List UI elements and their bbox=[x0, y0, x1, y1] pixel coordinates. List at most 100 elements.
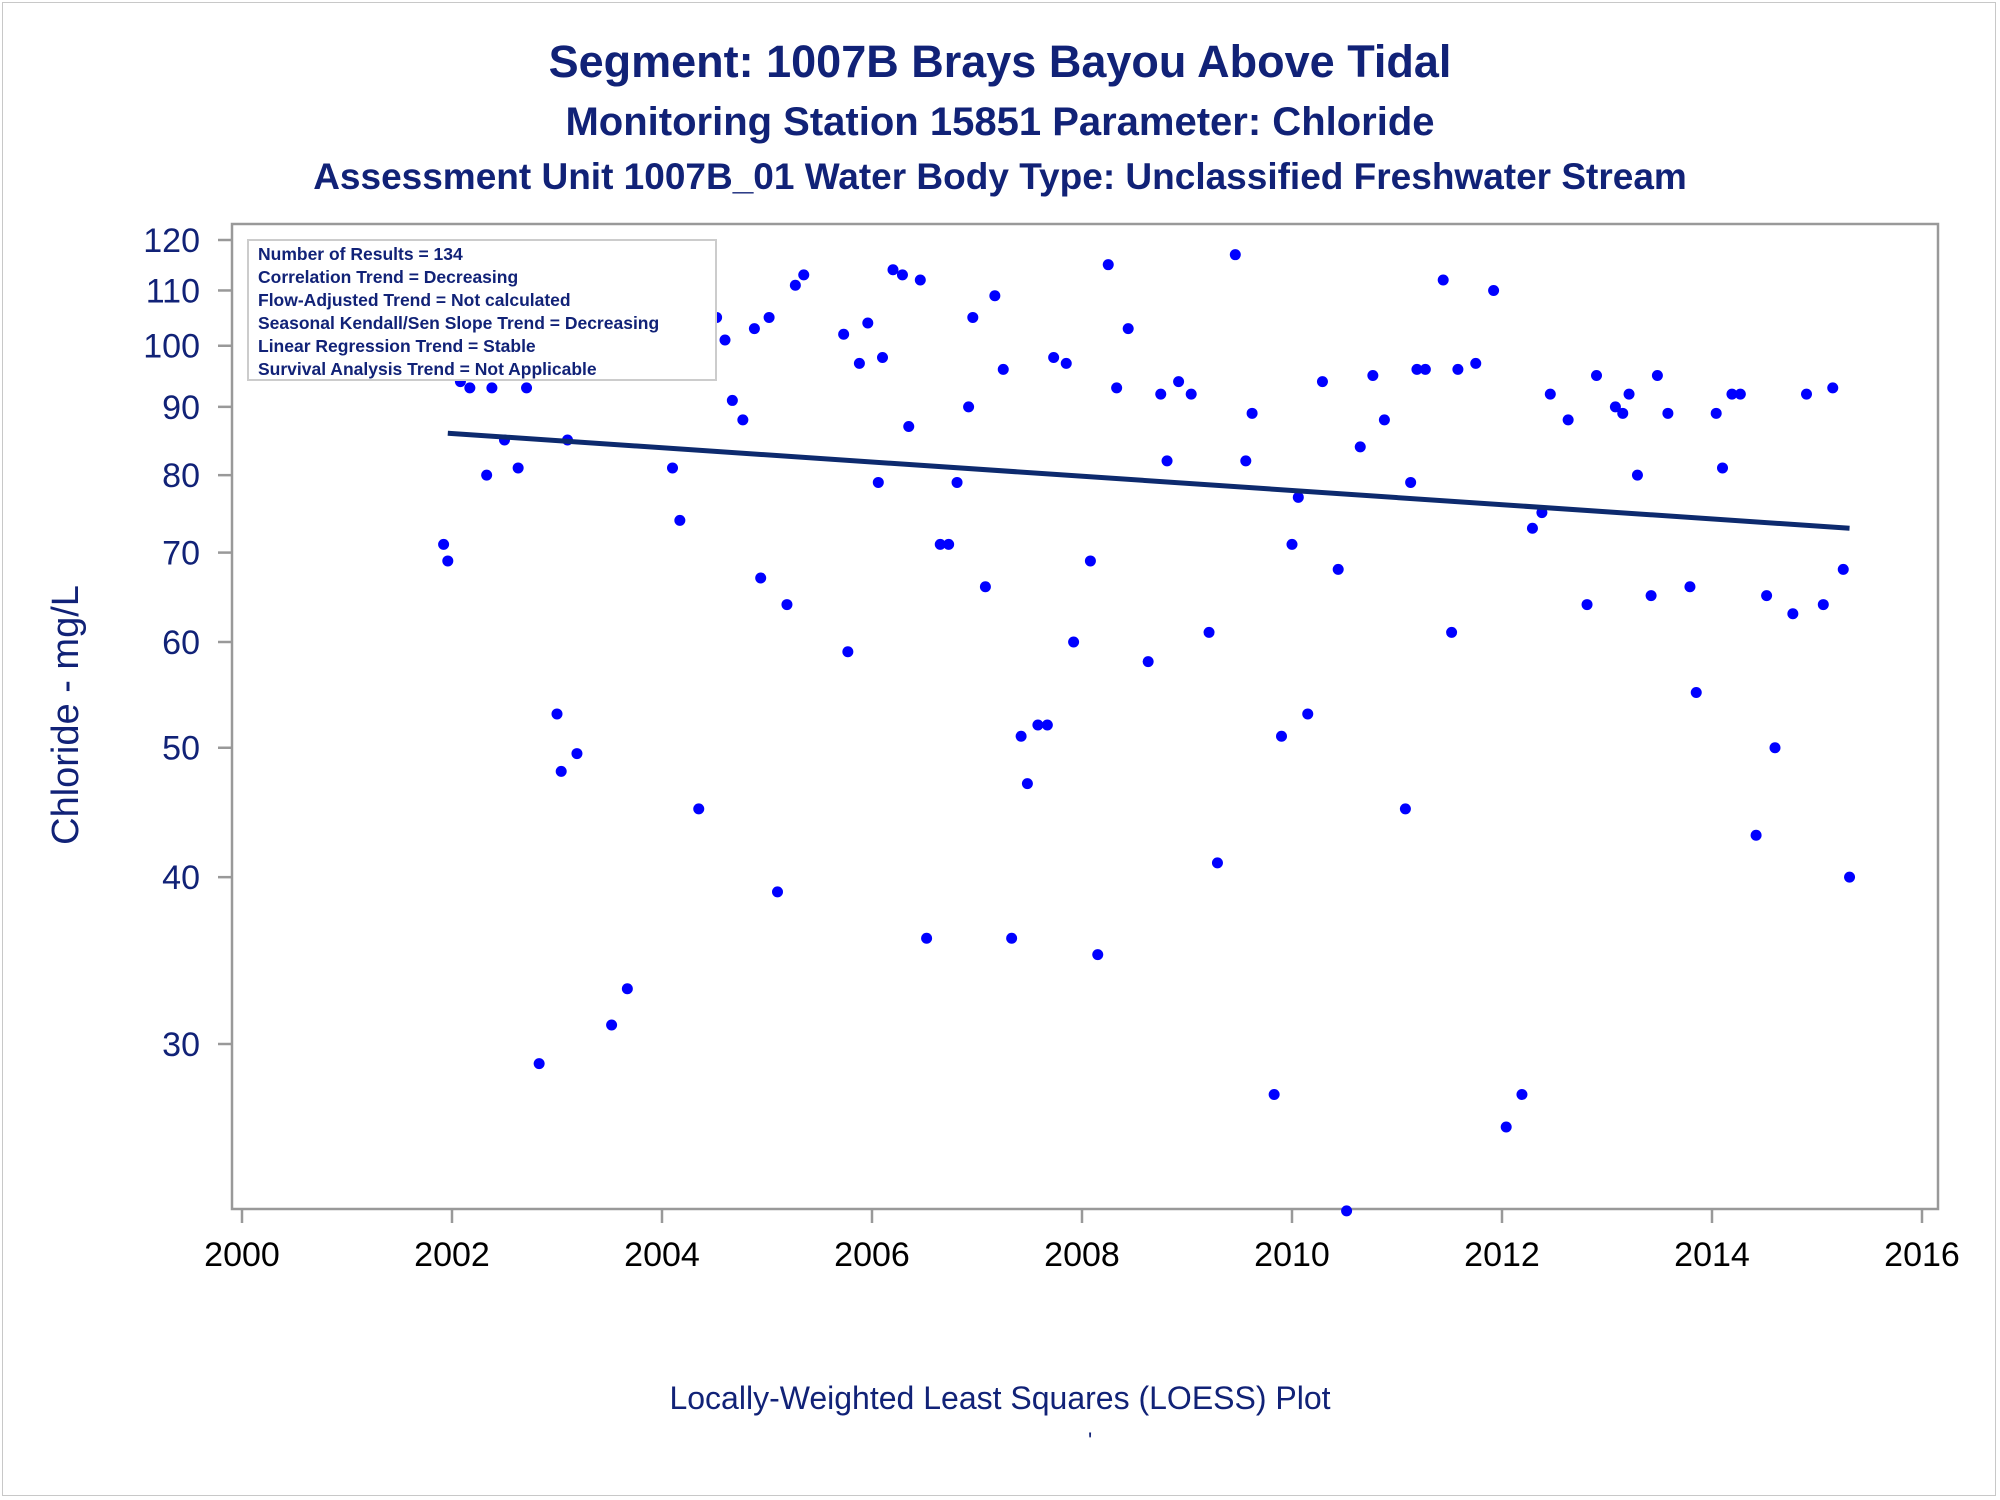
data-point bbox=[1041, 719, 1053, 731]
y-tick-label: 30 bbox=[162, 1026, 200, 1064]
data-point bbox=[571, 748, 583, 760]
data-point bbox=[1060, 357, 1072, 369]
data-point bbox=[737, 414, 749, 426]
x-tick-label: 2010 bbox=[1254, 1236, 1330, 1274]
data-point bbox=[1710, 407, 1722, 419]
data-point bbox=[533, 1058, 545, 1070]
data-point bbox=[1048, 351, 1060, 363]
data-point bbox=[1609, 401, 1621, 413]
data-points bbox=[438, 249, 1856, 1217]
data-point bbox=[1544, 388, 1556, 400]
data-point bbox=[1562, 414, 1574, 426]
data-point bbox=[1032, 719, 1044, 731]
data-point bbox=[1173, 376, 1185, 388]
data-point bbox=[486, 382, 498, 394]
data-point bbox=[1617, 407, 1629, 419]
x-tick-label: 2014 bbox=[1674, 1236, 1750, 1274]
data-point bbox=[798, 269, 810, 281]
data-point bbox=[1452, 363, 1464, 375]
stat-correlation-trend: Correlation Trend = Decreasing bbox=[258, 267, 518, 287]
data-point bbox=[1354, 441, 1366, 453]
y-tick-label: 120 bbox=[143, 222, 200, 260]
data-point bbox=[1155, 388, 1167, 400]
data-point bbox=[1378, 414, 1390, 426]
data-point bbox=[1488, 284, 1500, 296]
data-point bbox=[789, 279, 801, 291]
data-point bbox=[1684, 581, 1696, 593]
data-point bbox=[1203, 626, 1215, 638]
x-tick-label: 2016 bbox=[1884, 1236, 1960, 1274]
data-point bbox=[1084, 555, 1096, 567]
data-point bbox=[1419, 363, 1431, 375]
data-point bbox=[481, 469, 493, 481]
data-point bbox=[1092, 949, 1104, 961]
chart-title: Segment: 1007B Brays Bayou Above Tidal bbox=[548, 36, 1452, 87]
data-point bbox=[748, 323, 760, 335]
footer-caption: Locally-Weighted Least Squares (LOESS) P… bbox=[669, 1380, 1331, 1416]
stat-seasonal-kendall-trend: Seasonal Kendall/Sen Slope Trend = Decre… bbox=[258, 313, 659, 333]
data-point bbox=[1844, 871, 1856, 883]
data-point bbox=[781, 599, 793, 611]
data-point bbox=[1827, 382, 1839, 394]
data-point bbox=[1240, 455, 1252, 467]
x-tick-label: 2000 bbox=[204, 1236, 280, 1274]
x-tick-label: 2008 bbox=[1044, 1236, 1120, 1274]
data-point bbox=[1645, 590, 1657, 602]
data-point bbox=[1006, 932, 1018, 944]
y-axis: 120 110 100 90 80 70 60 50 40 30 bbox=[143, 222, 232, 1064]
data-point bbox=[726, 394, 738, 406]
stat-number-of-results: Number of Results = 134 bbox=[258, 244, 463, 264]
data-point bbox=[1068, 636, 1080, 648]
data-point bbox=[1316, 376, 1328, 388]
data-point bbox=[842, 646, 854, 658]
data-point bbox=[914, 274, 926, 286]
data-point bbox=[1437, 274, 1449, 286]
stat-flow-adjusted-trend: Flow-Adjusted Trend = Not calculated bbox=[258, 290, 571, 310]
data-point bbox=[1268, 1088, 1280, 1100]
data-point bbox=[693, 803, 705, 815]
data-point bbox=[621, 983, 633, 995]
stats-box-border bbox=[247, 239, 717, 381]
data-point bbox=[719, 334, 731, 346]
data-point bbox=[1229, 249, 1241, 261]
data-point bbox=[963, 401, 975, 413]
data-point bbox=[838, 328, 850, 340]
y-tick-label: 60 bbox=[162, 624, 200, 662]
plot-area bbox=[230, 222, 1940, 1211]
data-point bbox=[887, 264, 899, 276]
data-point bbox=[1021, 778, 1033, 790]
data-point bbox=[551, 708, 563, 720]
data-point bbox=[1102, 259, 1114, 271]
y-tick-label: 80 bbox=[162, 457, 200, 495]
data-point bbox=[1787, 608, 1799, 620]
data-point bbox=[1623, 388, 1635, 400]
data-point bbox=[1446, 626, 1458, 638]
y-tick-label: 40 bbox=[162, 859, 200, 897]
data-point bbox=[512, 462, 524, 474]
data-point bbox=[1276, 730, 1287, 742]
data-point bbox=[1211, 857, 1223, 869]
data-point bbox=[521, 382, 533, 394]
y-tick-label: 70 bbox=[162, 535, 200, 573]
data-point bbox=[997, 363, 1009, 375]
data-point bbox=[1411, 363, 1423, 375]
data-point bbox=[1341, 1205, 1353, 1217]
data-point bbox=[438, 538, 450, 550]
data-point bbox=[1717, 462, 1728, 474]
data-point bbox=[772, 886, 783, 898]
y-tick-label: 90 bbox=[162, 389, 200, 427]
data-point bbox=[896, 269, 908, 281]
data-point bbox=[872, 476, 884, 488]
footer-mark: ' bbox=[1088, 1428, 1093, 1453]
data-point bbox=[943, 538, 955, 550]
data-point bbox=[464, 382, 476, 394]
data-point bbox=[1015, 730, 1027, 742]
data-point bbox=[1761, 590, 1773, 602]
data-point bbox=[1662, 407, 1674, 419]
chart-subtitle-assessment: Assessment Unit 1007B_01 Water Body Type… bbox=[313, 156, 1687, 197]
data-point bbox=[1817, 599, 1829, 611]
data-point bbox=[1750, 829, 1762, 841]
y-tick-label: 110 bbox=[146, 272, 200, 310]
data-point bbox=[1726, 388, 1738, 400]
